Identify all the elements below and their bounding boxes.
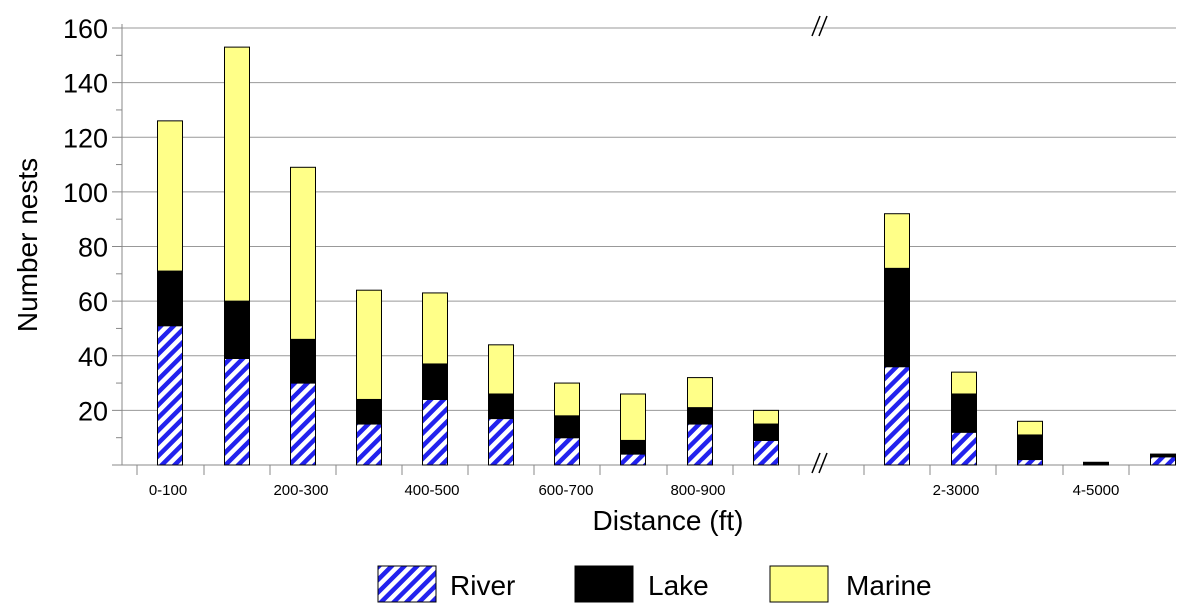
legend-swatch-lake <box>574 565 634 603</box>
bar-marine <box>422 292 448 365</box>
bar-marine <box>488 344 514 395</box>
bar-lake <box>356 398 382 425</box>
bar-marine <box>884 213 910 269</box>
bar-lake <box>488 393 514 420</box>
bar-river <box>753 439 779 466</box>
bar-lake <box>224 300 250 359</box>
bar-lake <box>157 270 183 327</box>
x-tick-label: 400-500 <box>404 482 459 499</box>
y-tick-label: 120 <box>63 123 108 153</box>
bar-river <box>884 366 910 466</box>
x-tick-label: 800-900 <box>670 482 725 499</box>
bar-river <box>1017 459 1043 466</box>
bar-marine <box>951 371 977 395</box>
legend-swatch-marine <box>769 565 829 603</box>
x-axis-title: Distance (ft) <box>593 505 744 536</box>
bar-lake <box>620 439 646 455</box>
x-tick-label: 4-5000 <box>1073 482 1120 499</box>
legend-label-marine: Marine <box>846 570 932 601</box>
y-tick-label: 20 <box>78 396 108 426</box>
bar-river <box>951 431 977 466</box>
x-tick-label: 2-3000 <box>933 482 980 499</box>
bar-lake <box>1017 434 1043 461</box>
bar-river <box>157 325 183 466</box>
axis-break-mark <box>811 452 821 474</box>
bar-marine <box>687 377 713 409</box>
bar-marine <box>753 409 779 425</box>
legend-swatch-river <box>377 565 437 603</box>
legend: River Lake Marine <box>377 565 932 603</box>
bar-marine <box>157 120 183 272</box>
bar-marine <box>356 289 382 400</box>
x-tick-label: 200-300 <box>273 482 328 499</box>
x-tick-label: 0-100 <box>149 482 187 499</box>
y-tick-label: 40 <box>78 342 108 372</box>
bar-marine <box>1017 420 1043 436</box>
axis-break-mark <box>818 15 828 37</box>
gridlines <box>122 27 1176 411</box>
bar-lake <box>951 393 977 433</box>
axis-break-mark <box>811 15 821 37</box>
bar-marine <box>554 382 580 417</box>
bar-marine <box>620 393 646 441</box>
bar-river <box>356 423 382 466</box>
bar-river <box>290 382 316 466</box>
legend-label-river: River <box>450 570 515 601</box>
bar-lake <box>884 267 910 368</box>
axis-break-mark <box>818 452 828 474</box>
bar-river <box>422 398 448 466</box>
bar-river <box>554 437 580 466</box>
bar-river <box>488 418 514 466</box>
bars <box>157 46 1176 466</box>
bar-lake <box>422 363 448 400</box>
tick-labels: 20 40 60 80 100 120 140 160 0-100 200-300 400-500 6… <box>63 14 1119 499</box>
legend-label-lake: Lake <box>648 570 709 601</box>
bar-lake <box>1150 453 1176 458</box>
bar-river <box>224 357 250 466</box>
y-axis-title: Number nests <box>12 158 43 332</box>
bar-river <box>687 423 713 466</box>
bar-river <box>1150 456 1176 466</box>
bar-lake <box>1083 461 1109 466</box>
bar-river <box>620 453 646 466</box>
y-tick-label: 100 <box>63 178 108 208</box>
y-tick-label: 60 <box>78 287 108 317</box>
bar-marine <box>224 46 250 302</box>
bar-marine <box>290 166 316 340</box>
bar-lake <box>687 407 713 425</box>
y-tick-label: 80 <box>78 233 108 263</box>
bar-lake <box>290 338 316 384</box>
x-tick-label: 600-700 <box>538 482 593 499</box>
y-tick-label: 140 <box>63 69 108 99</box>
y-tick-label: 160 <box>63 14 108 44</box>
bar-lake <box>753 423 779 441</box>
bar-lake <box>554 415 580 439</box>
